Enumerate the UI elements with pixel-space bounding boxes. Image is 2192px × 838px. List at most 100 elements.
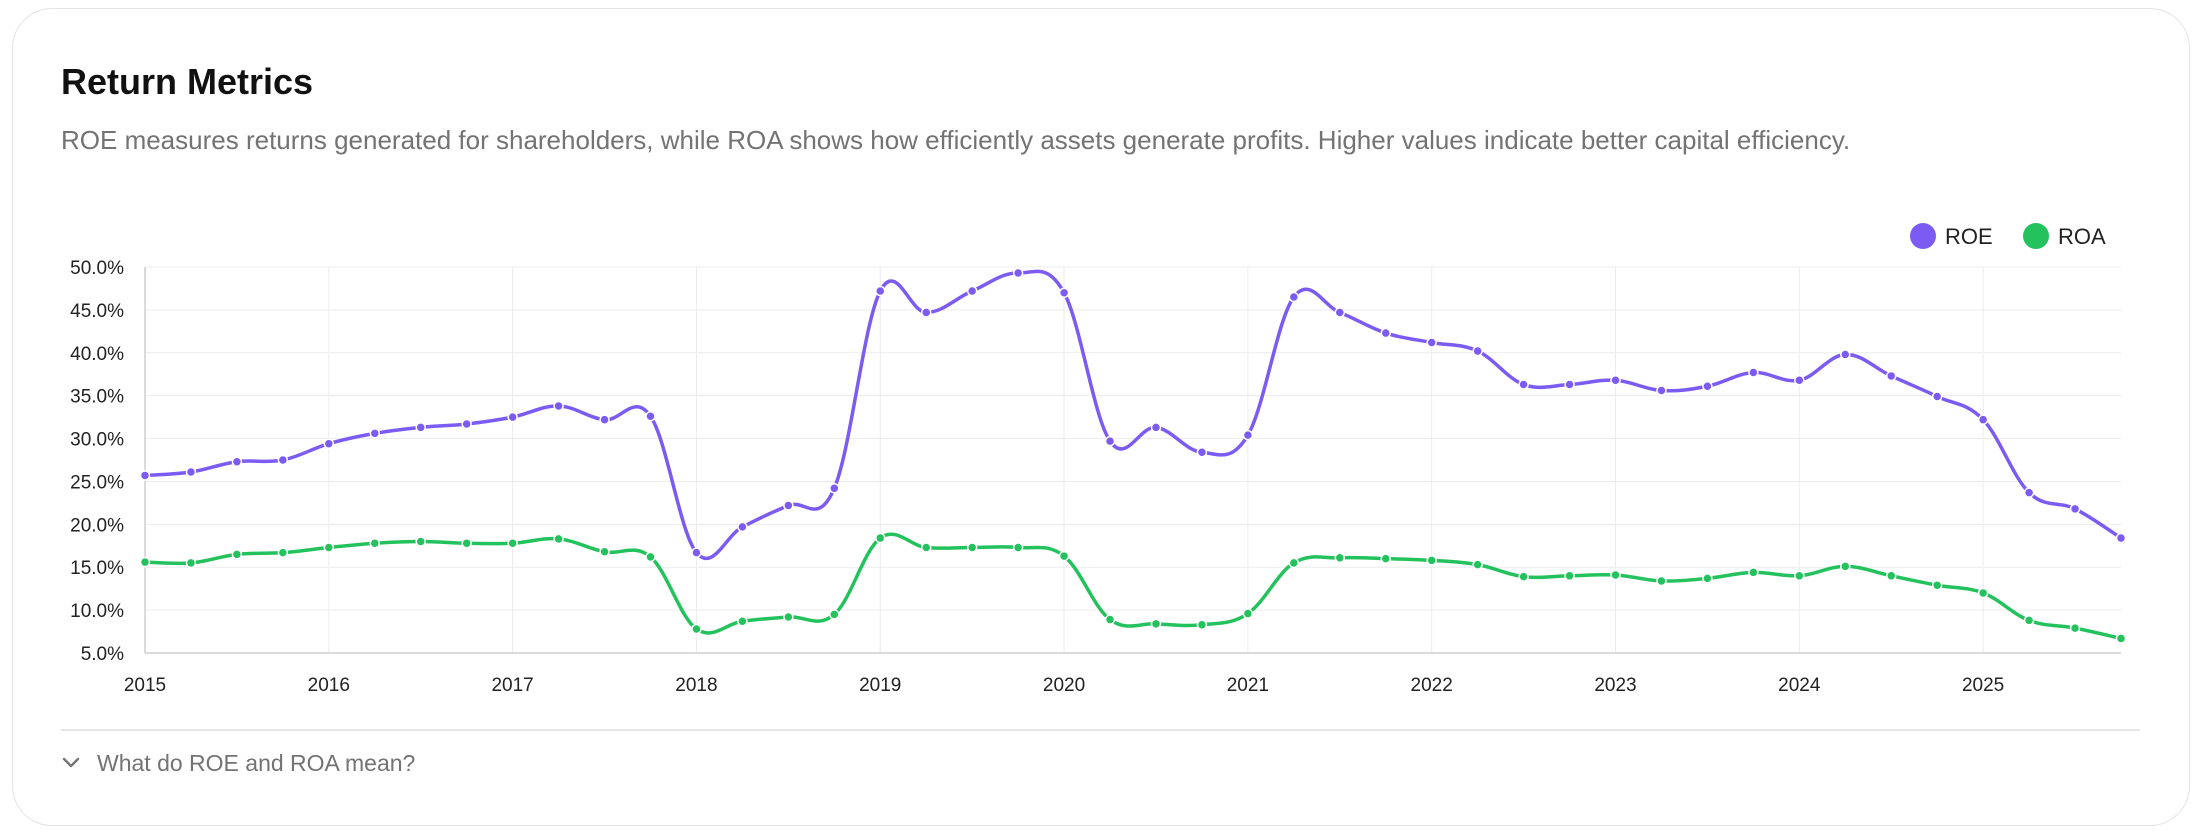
- roe-data-point[interactable]: [1656, 385, 1667, 396]
- roa-data-point[interactable]: [1012, 542, 1024, 553]
- roe-data-point[interactable]: [369, 428, 381, 439]
- roe-data-point[interactable]: [139, 470, 151, 481]
- roe-data-point[interactable]: [1931, 391, 1943, 402]
- legend-roa-label[interactable]: ROA: [2058, 224, 2106, 249]
- roa-data-point[interactable]: [1885, 570, 1897, 582]
- roa-data-point[interactable]: [920, 542, 932, 553]
- roa-data-point[interactable]: [507, 537, 518, 549]
- roe-data-point[interactable]: [1104, 435, 1116, 447]
- roa-data-point[interactable]: [231, 549, 243, 560]
- roe-data-point[interactable]: [691, 547, 702, 558]
- roe-data-point[interactable]: [1380, 327, 1391, 339]
- roa-data-point[interactable]: [1840, 561, 1851, 572]
- roa-data-point[interactable]: [1242, 608, 1254, 619]
- roa-data-point[interactable]: [1656, 575, 1667, 587]
- roa-data-point[interactable]: [1472, 559, 1483, 570]
- roa-data-point[interactable]: [2069, 622, 2081, 634]
- roa-data-point[interactable]: [645, 551, 656, 563]
- roa-data-point[interactable]: [1150, 618, 1162, 630]
- roa-data-point[interactable]: [1334, 552, 1346, 564]
- y-tick-label: 10.0%: [70, 601, 124, 622]
- roe-data-point[interactable]: [1150, 422, 1162, 433]
- roe-data-point[interactable]: [461, 418, 472, 430]
- roe-data-point[interactable]: [507, 411, 518, 423]
- roa-data-point[interactable]: [1977, 587, 1989, 599]
- roe-data-point[interactable]: [1702, 380, 1713, 392]
- roa-data-point[interactable]: [829, 609, 840, 620]
- roa-data-point[interactable]: [691, 623, 702, 635]
- roa-data-point[interactable]: [553, 533, 564, 545]
- roa-data-point[interactable]: [875, 532, 886, 544]
- roa-data-point[interactable]: [323, 542, 335, 553]
- roe-data-point[interactable]: [415, 422, 426, 433]
- roe-data-point[interactable]: [920, 307, 932, 318]
- roe-data-point[interactable]: [599, 414, 610, 425]
- roa-data-point[interactable]: [1702, 573, 1713, 584]
- legend-roe-swatch[interactable]: [1910, 223, 1936, 249]
- roe-data-point[interactable]: [1977, 414, 1989, 425]
- y-tick-label: 15.0%: [70, 558, 124, 579]
- roa-data-point[interactable]: [966, 542, 978, 553]
- roa-data-point[interactable]: [139, 556, 151, 568]
- roa-data-point[interactable]: [783, 611, 794, 623]
- roe-data-point[interactable]: [1426, 337, 1437, 348]
- chart-legend[interactable]: ROE ROA: [1910, 223, 2106, 249]
- roa-data-point[interactable]: [185, 557, 197, 569]
- roa-data-point[interactable]: [369, 537, 381, 549]
- roe-data-point[interactable]: [1288, 291, 1300, 303]
- roe-data-point[interactable]: [829, 483, 840, 494]
- roa-data-point[interactable]: [737, 616, 748, 627]
- roe-data-point[interactable]: [231, 456, 243, 467]
- roe-data-point[interactable]: [2069, 503, 2081, 515]
- roa-data-point[interactable]: [2115, 633, 2127, 644]
- roe-data-point[interactable]: [1242, 429, 1254, 441]
- x-tick-label: 2019: [859, 675, 901, 696]
- roe-data-point[interactable]: [1058, 287, 1070, 298]
- roa-data-point[interactable]: [461, 537, 472, 549]
- roe-data-point[interactable]: [1518, 379, 1529, 390]
- roa-data-point[interactable]: [2023, 615, 2035, 626]
- roe-data-point[interactable]: [1610, 374, 1621, 386]
- roe-data-point[interactable]: [1012, 267, 1024, 279]
- roa-data-point[interactable]: [1288, 557, 1300, 569]
- x-tick-label: 2021: [1227, 675, 1269, 696]
- roe-data-point[interactable]: [1196, 447, 1208, 458]
- roe-data-point[interactable]: [1334, 307, 1346, 318]
- roe-data-point[interactable]: [1472, 345, 1483, 357]
- roe-data-point[interactable]: [966, 285, 978, 297]
- roe-data-point[interactable]: [1840, 349, 1851, 360]
- roa-data-point[interactable]: [415, 536, 426, 547]
- roa-data-point[interactable]: [1380, 553, 1391, 564]
- roe-data-point[interactable]: [2115, 532, 2127, 544]
- legend-roe-label[interactable]: ROE: [1945, 224, 1993, 249]
- roa-data-point[interactable]: [1104, 614, 1116, 625]
- roa-data-point[interactable]: [1794, 570, 1805, 582]
- roe-series-line: [143, 269, 2123, 561]
- roa-data-point[interactable]: [1426, 555, 1437, 566]
- chart-axes: 5.0% 10.0% 15.0% 20.0% 25.0% 30.0% 35.0% 40.0% 4…: [70, 258, 2121, 696]
- roe-data-point[interactable]: [323, 438, 335, 449]
- roa-data-point[interactable]: [1748, 567, 1759, 578]
- roe-data-point[interactable]: [1748, 367, 1759, 378]
- roa-data-point[interactable]: [1610, 569, 1621, 581]
- roe-data-point[interactable]: [1794, 374, 1805, 386]
- roe-data-point[interactable]: [645, 411, 656, 422]
- roe-data-point[interactable]: [185, 466, 197, 478]
- roa-data-point[interactable]: [1564, 570, 1575, 582]
- roe-data-point[interactable]: [1564, 379, 1575, 390]
- roa-data-point[interactable]: [1518, 571, 1529, 582]
- roa-data-point[interactable]: [277, 547, 289, 558]
- roe-data-point[interactable]: [1885, 370, 1897, 382]
- roe-data-point[interactable]: [2023, 487, 2035, 498]
- roa-data-point[interactable]: [599, 546, 610, 558]
- legend-roa-swatch[interactable]: [2023, 223, 2049, 249]
- roa-data-point[interactable]: [1058, 550, 1070, 562]
- roe-data-point[interactable]: [277, 454, 289, 466]
- roe-data-point[interactable]: [553, 400, 564, 412]
- roe-data-point[interactable]: [875, 285, 886, 297]
- roa-data-point[interactable]: [1196, 619, 1208, 630]
- roe-data-point[interactable]: [783, 500, 794, 511]
- roa-data-point[interactable]: [1931, 579, 1943, 591]
- roe-data-point[interactable]: [737, 521, 748, 533]
- faq-toggle[interactable]: What do ROE and ROA mean?: [61, 746, 415, 780]
